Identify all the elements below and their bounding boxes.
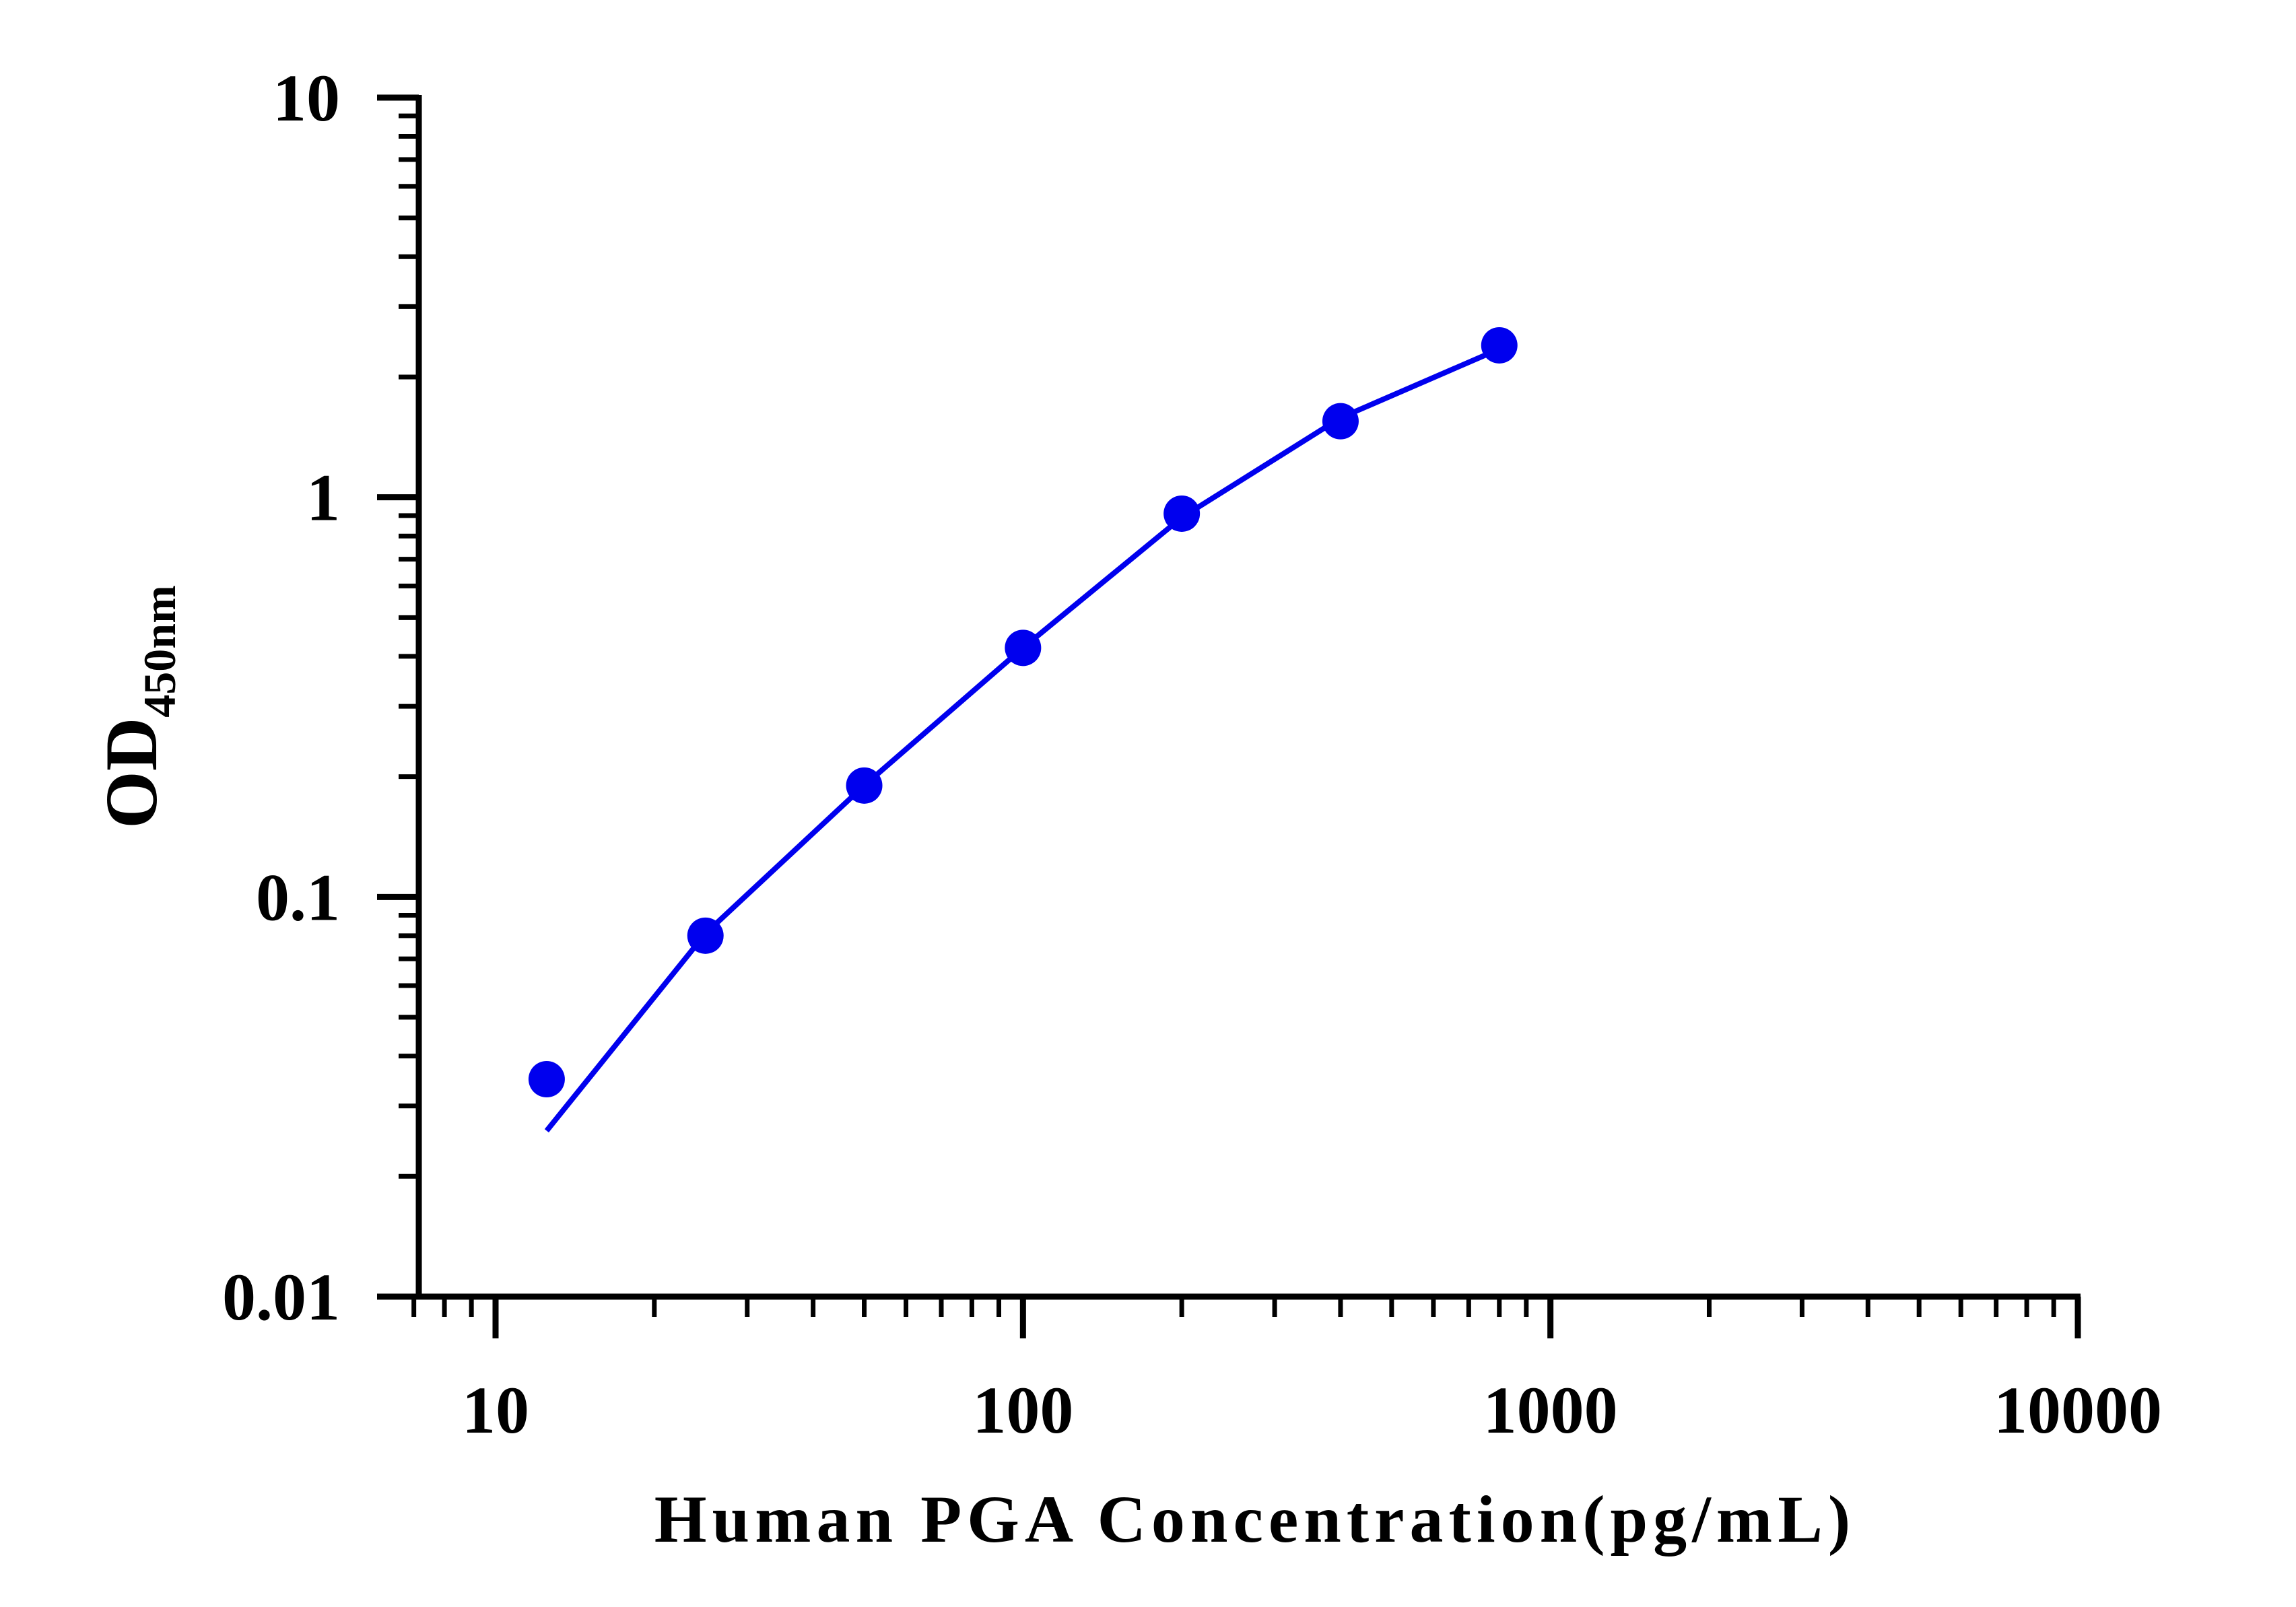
- x-tick-label: 1000: [1483, 1373, 1618, 1447]
- y-tick-label: 10: [273, 61, 340, 135]
- x-tick-label: 10000: [1994, 1373, 2162, 1447]
- data-points: [528, 327, 1518, 1098]
- data-point: [846, 767, 883, 804]
- data-point: [1163, 495, 1201, 532]
- y-tick-label: 0.1: [256, 860, 340, 934]
- ticks: [377, 94, 2081, 1338]
- y-axis-title-main: OD: [90, 718, 172, 829]
- y-tick-label: 0.01: [222, 1260, 340, 1334]
- fit-curve-line: [544, 346, 1501, 1133]
- data-point: [1322, 403, 1359, 440]
- x-tick-label: 100: [972, 1373, 1073, 1447]
- data-point: [1481, 327, 1518, 364]
- data-point: [528, 1061, 565, 1098]
- fit-curve: [544, 346, 1501, 1133]
- y-axis-title: OD450nm: [90, 585, 185, 828]
- axes: [415, 95, 2081, 1300]
- axis-titles: Human PGA Concentration(pg/mL) OD450nm: [90, 585, 1856, 1557]
- y-axis-title-subscript: 450nm: [134, 585, 185, 717]
- tick-labels: 0.01 0.1 1 10 10 100 1000 10000: [222, 61, 2162, 1447]
- data-point: [1005, 629, 1042, 666]
- y-tick-label: 1: [306, 460, 340, 535]
- x-tick-label: 10: [462, 1373, 529, 1447]
- data-point: [687, 917, 724, 954]
- x-axis-title: Human PGA Concentration(pg/mL): [654, 1482, 1856, 1557]
